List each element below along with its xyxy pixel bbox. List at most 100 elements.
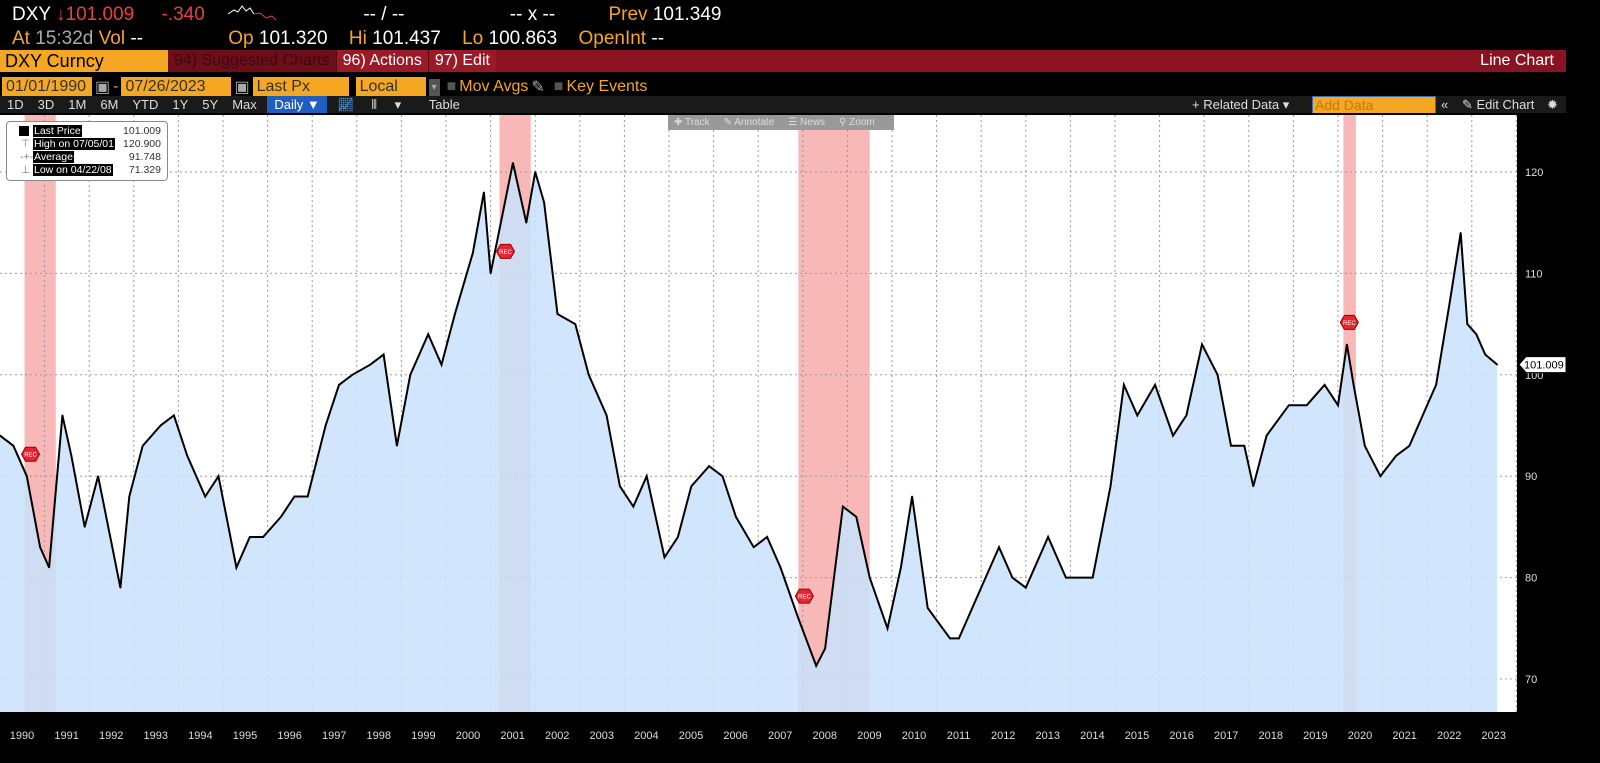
at-label: At — [12, 28, 30, 49]
pencil-icon[interactable]: ✎ — [531, 79, 545, 96]
field-select[interactable]: Last Px — [252, 77, 349, 97]
key-events-checkbox[interactable]: ■ — [553, 78, 564, 95]
floating-toolbar: ✚ Track ✎ Annotate ☰ News ⚲ Zoom — [668, 115, 894, 130]
period-select[interactable]: Daily ▼ — [267, 96, 327, 114]
prev-label: Prev — [608, 4, 648, 25]
range-ytd[interactable]: YTD — [132, 97, 159, 112]
data-point — [690, 485, 693, 488]
recession-event-marker — [495, 243, 516, 259]
edit-chart-label: Edit Chart — [1476, 97, 1535, 112]
data-point — [262, 536, 264, 538]
x-tick-label: 1991 — [54, 730, 78, 742]
data-point — [855, 515, 858, 518]
bid-ask: -- / -- — [363, 4, 405, 25]
start-date-field[interactable]: 01/01/1990 — [2, 77, 92, 97]
calendar-icon[interactable]: ▣ — [95, 79, 111, 96]
key-events-label[interactable]: Key Events — [566, 78, 648, 95]
data-point — [1047, 536, 1049, 538]
collapse-icon[interactable]: « — [1441, 97, 1449, 112]
data-point — [396, 444, 398, 447]
data-point — [1395, 455, 1397, 457]
vol-label: Vol — [98, 28, 126, 49]
range-3d[interactable]: 3D — [37, 97, 55, 112]
data-point — [824, 647, 826, 650]
security-field[interactable]: DXY Curncy — [0, 50, 168, 72]
data-point — [39, 546, 41, 548]
x-tick-label: 2003 — [590, 730, 614, 742]
data-point — [440, 363, 443, 366]
security-toolbar: DXY Curncy 94) Suggested Charts 96) Acti… — [0, 50, 1566, 72]
data-point — [97, 475, 99, 478]
chevron-down-icon[interactable]: ▾ — [394, 97, 402, 112]
mov-avgs-label[interactable]: Mov Avgs — [459, 78, 529, 95]
data-point — [1466, 323, 1469, 325]
data-point — [159, 424, 162, 427]
data-point — [766, 536, 768, 538]
sparkline-icon — [227, 5, 277, 21]
high-value: 101.437 — [372, 28, 441, 49]
data-point — [235, 566, 238, 569]
data-point — [998, 546, 1000, 548]
track-tool[interactable]: ✚ Track — [674, 117, 710, 128]
data-point — [471, 252, 474, 254]
data-point — [663, 556, 666, 559]
edit-button[interactable]: 97) Edit — [427, 50, 496, 72]
openint-value: -- — [651, 28, 665, 49]
x-tick-label: 1995 — [233, 730, 257, 742]
data-point — [280, 515, 282, 518]
data-point — [351, 374, 354, 376]
table-button[interactable]: Table — [428, 97, 460, 112]
end-date-field[interactable]: 07/26/2023 — [121, 77, 232, 97]
x-tick-label: 2001 — [500, 730, 524, 742]
quote-line-1: DXY ↓101.009 -.340 -- / -- -- x -- Prev … — [12, 4, 722, 26]
data-point — [1496, 363, 1499, 366]
chevron-down-icon[interactable]: ▾ — [428, 78, 440, 96]
x-tick-label: 2015 — [1125, 730, 1149, 742]
annotate-tool[interactable]: ✎ Annotate — [723, 117, 775, 128]
prev-value: 101.349 — [652, 4, 722, 25]
chart-type-label: Line Chart — [1480, 52, 1554, 69]
zoom-tool[interactable]: ⚲ Zoom — [839, 117, 875, 128]
line-chart-icon[interactable]: 📈︎ — [337, 97, 354, 112]
calendar-icon[interactable]: ▣ — [234, 79, 250, 96]
data-point — [645, 475, 648, 478]
y-tick-label: 70 — [1525, 674, 1537, 686]
ticker: DXY — [12, 4, 51, 25]
y-tick-label: 110 — [1525, 268, 1543, 280]
actions-button[interactable]: 96) Actions — [335, 50, 428, 72]
data-point — [815, 665, 817, 667]
range-1m[interactable]: 1M — [68, 97, 87, 112]
news-tool[interactable]: ☰ News — [788, 117, 826, 128]
high-label: Hi — [348, 28, 367, 49]
x-tick-label: 2014 — [1080, 730, 1104, 742]
suggested-charts-button[interactable]: 94) Suggested Charts — [168, 50, 336, 72]
data-point — [1065, 576, 1067, 579]
bar-chart-icon[interactable]: ⫴ — [371, 97, 377, 112]
range-max[interactable]: Max — [232, 97, 257, 112]
x-tick-label: 2000 — [456, 730, 480, 742]
recession-event-marker — [794, 588, 814, 604]
range-6m[interactable]: 6M — [100, 97, 119, 112]
range-5y[interactable]: 5Y — [202, 97, 219, 112]
quote-line-2: At 15:32d Vol -- Op 101.320 Hi 101.437 L… — [12, 28, 664, 50]
x-tick-label: 1999 — [411, 730, 435, 742]
data-point — [0, 434, 1, 437]
x-tick-label: 2005 — [679, 730, 703, 742]
related-data-button[interactable]: + Related Data ▾ — [1192, 97, 1290, 112]
data-point — [525, 221, 528, 224]
data-point — [1435, 384, 1437, 386]
data-point — [900, 566, 902, 569]
gear-icon[interactable]: ✹ — [1547, 97, 1558, 112]
range-1d[interactable]: 1D — [7, 97, 24, 112]
data-point — [1475, 333, 1478, 336]
bid-ask-size: -- x -- — [509, 4, 556, 25]
currency-select[interactable]: Local CCY — [355, 77, 426, 115]
range-1y[interactable]: 1Y — [172, 97, 189, 112]
data-point — [119, 586, 122, 589]
data-point — [1288, 404, 1290, 407]
edit-chart-button[interactable]: ✎ Edit Chart — [1455, 96, 1541, 114]
net-change: -.340 — [161, 4, 205, 25]
data-point — [1201, 343, 1203, 346]
mov-avgs-checkbox[interactable]: ■ — [446, 78, 457, 95]
